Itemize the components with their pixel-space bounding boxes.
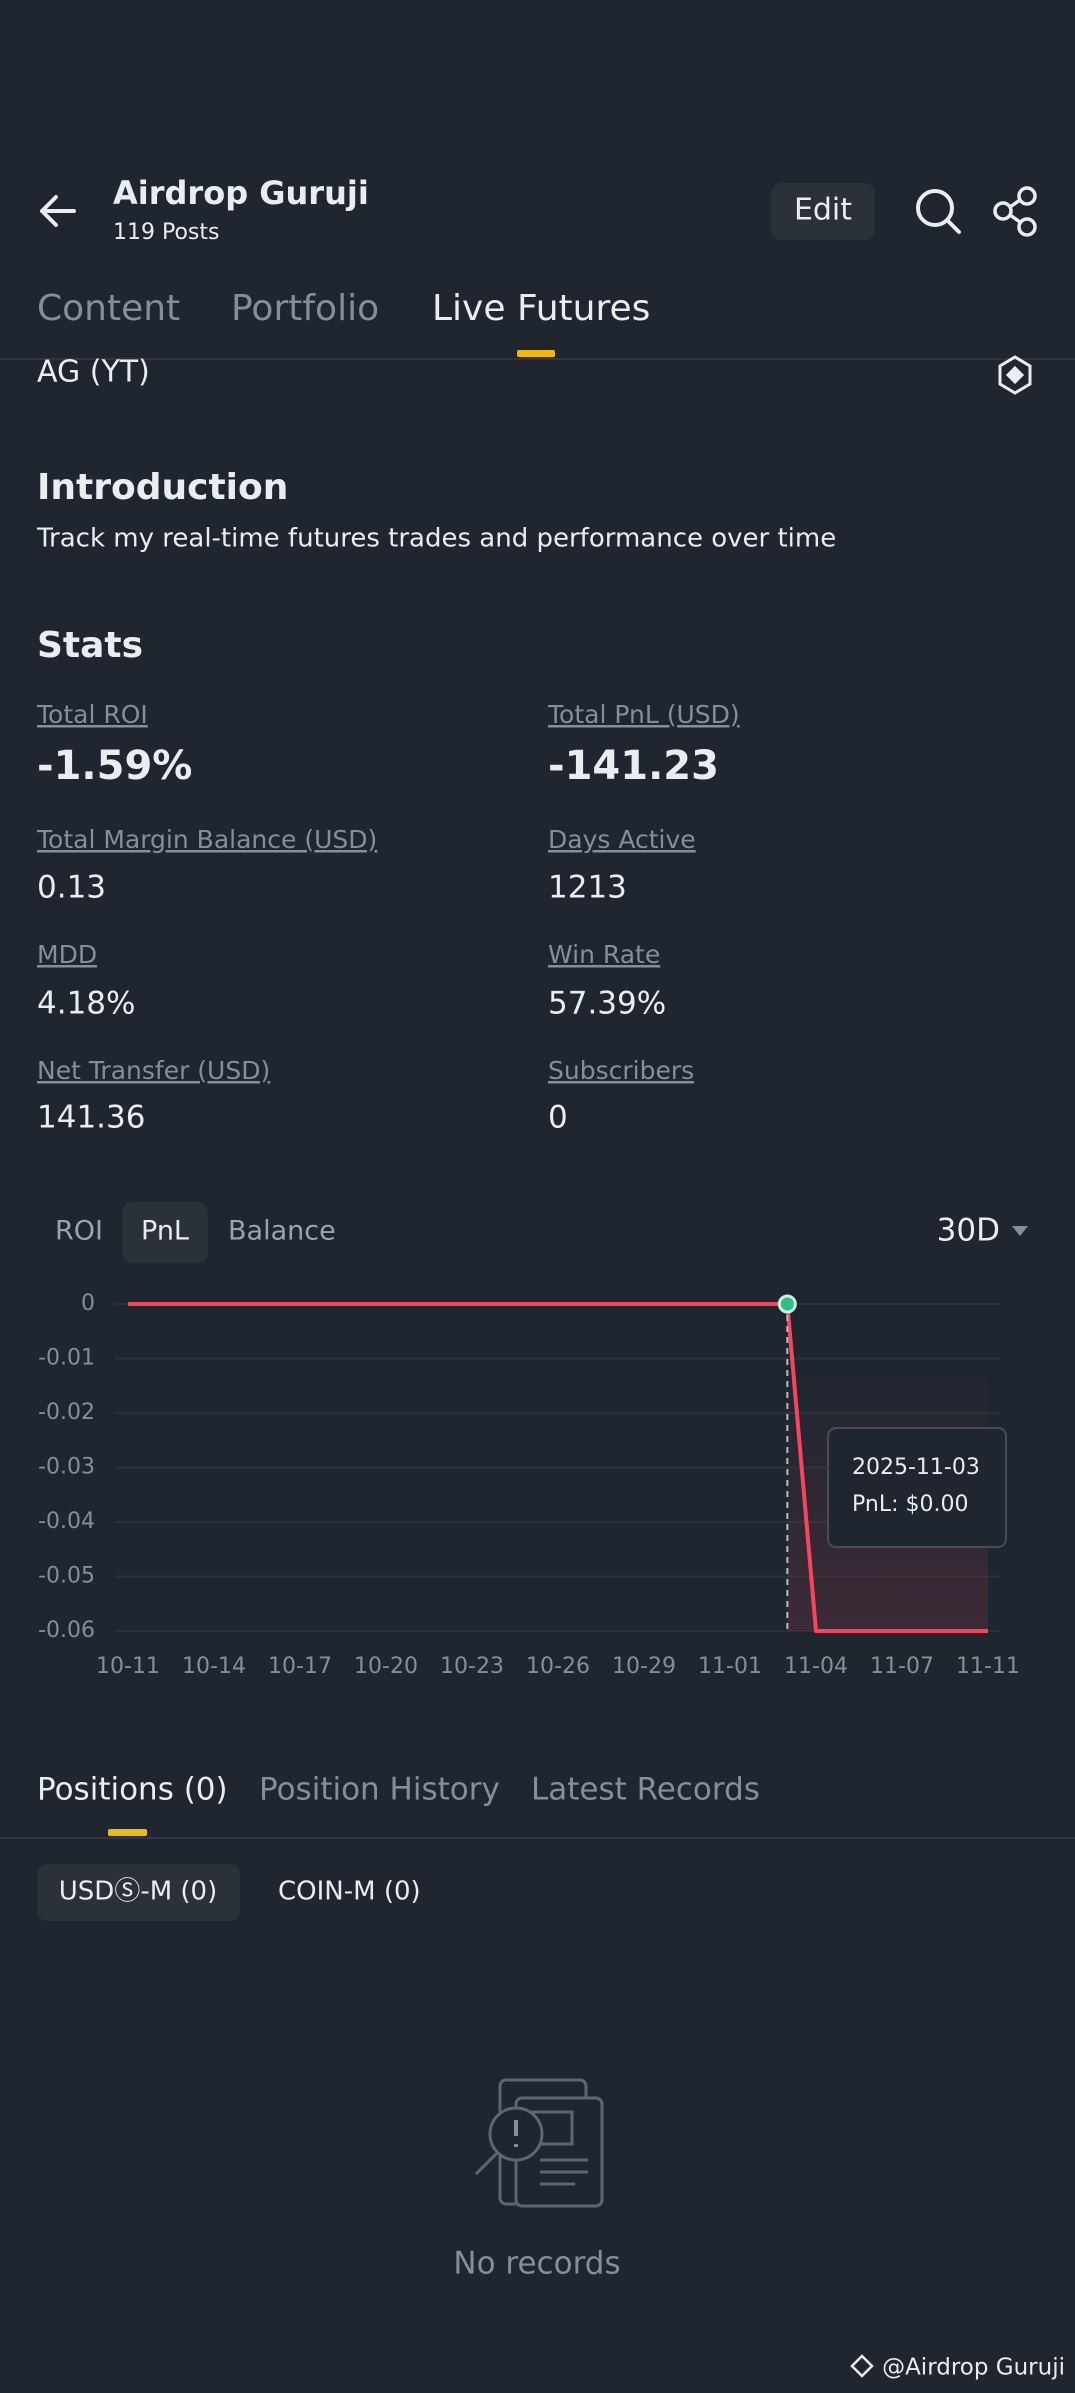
sub-tab-active[interactable]: USDⓈ-M (0) (59, 1877, 217, 1907)
stat-value: 0.13 (37, 870, 106, 906)
y-tick-label: -0.02 (38, 1400, 95, 1425)
search-icon[interactable] (916, 189, 961, 234)
x-tick-label: 10-20 (354, 1654, 418, 1679)
sub-tab-active-bg[interactable] (37, 1864, 240, 1921)
stats-grid: Total ROI -1.59% Total PnL (USD) -141.23 Tot… (36, 700, 740, 1136)
edit-button[interactable] (771, 183, 875, 240)
y-tick-label: -0.05 (38, 1564, 95, 1589)
divider (0, 358, 1075, 360)
empty-icon (474, 2078, 604, 2208)
stat-value: 141.36 (37, 1100, 145, 1136)
introduction-text: Track my real-time futures trades and pe… (36, 524, 836, 554)
data-line (128, 1302, 988, 1633)
tab[interactable]: Latest Records (531, 1772, 760, 1808)
stat-value: 1213 (548, 870, 627, 906)
y-tick-label: -0.04 (38, 1509, 95, 1534)
stat-label: Net Transfer (USD) (37, 1056, 270, 1085)
x-tick-label: 10-14 (182, 1654, 246, 1679)
x-tick-label: 10-11 (96, 1654, 160, 1679)
edit-label: Edit (794, 193, 852, 228)
x-tick-label: 10-26 (526, 1654, 590, 1679)
y-tick-label: -0.03 (38, 1455, 95, 1480)
watermark-logo (850, 2354, 874, 2378)
section-title: Stats (37, 625, 143, 666)
badge-icon (998, 355, 1032, 395)
tab[interactable]: Position History (259, 1772, 500, 1808)
sub-tab[interactable]: COIN-M (0) (278, 1877, 421, 1907)
tab-active[interactable]: Live Futures (432, 288, 650, 329)
stat-label: MDD (37, 940, 97, 969)
empty-text: No records (453, 2246, 620, 2282)
divider (0, 1837, 1075, 1839)
stat-label: Days Active (548, 825, 696, 854)
dropdown-arrow[interactable] (1012, 1226, 1028, 1236)
stat-label: Win Rate (548, 940, 660, 969)
tab-active[interactable]: Positions (0) (37, 1772, 228, 1808)
x-tick-label: 11-07 (870, 1654, 934, 1679)
tab-indicator (108, 1829, 147, 1836)
profile-name: AG (YT) (37, 355, 150, 390)
x-tick-label: 10-29 (612, 1654, 676, 1679)
x-tick-label: 11-04 (784, 1654, 848, 1679)
tooltip (827, 1427, 1007, 1548)
stat-label: Total PnL (USD) (547, 700, 740, 729)
range-selector[interactable]: 30D (937, 1213, 1000, 1249)
stat-label: Total ROI (36, 700, 148, 729)
profile-title: Airdrop Guruji (113, 174, 369, 212)
chart-tab[interactable]: ROI (55, 1216, 103, 1247)
tab[interactable]: Content (37, 288, 180, 329)
highlight-point (777, 1294, 797, 1314)
watermark: @Airdrop Guruji (882, 2355, 1065, 2381)
tab-indicator (517, 350, 555, 357)
y-tick-label: -0.06 (38, 1618, 95, 1643)
chart-tab-active[interactable]: PnL (141, 1216, 189, 1247)
y-tick-label: 0 (81, 1291, 95, 1316)
stat-value: 0 (548, 1100, 568, 1136)
share-icon[interactable] (993, 186, 1037, 237)
section-title: Introduction (37, 467, 288, 508)
stat-label: Subscribers (548, 1056, 694, 1085)
y-tick-label: -0.01 (38, 1346, 95, 1371)
x-tick-label: 11-11 (956, 1654, 1020, 1679)
stat-value: -141.23 (548, 743, 719, 789)
stat-value: -1.59% (37, 743, 192, 789)
tooltip-text: PnL: $0.00 (852, 1492, 968, 1517)
stat-label: Total Margin Balance (USD) (36, 825, 377, 854)
post-count: 119 Posts (113, 220, 219, 245)
chart-tab[interactable]: Balance (228, 1216, 336, 1247)
chart-tab-active-bg[interactable] (122, 1202, 208, 1263)
tab[interactable]: Portfolio (231, 288, 379, 329)
stat-value: 4.18% (37, 986, 135, 1022)
tooltip-title: 2025-11-03 (852, 1455, 980, 1480)
x-tick-label: 11-01 (698, 1654, 762, 1679)
back-button[interactable] (40, 195, 76, 227)
x-tick-label: 10-17 (268, 1654, 332, 1679)
x-tick-label: 10-23 (440, 1654, 504, 1679)
stat-value: 57.39% (548, 986, 666, 1022)
